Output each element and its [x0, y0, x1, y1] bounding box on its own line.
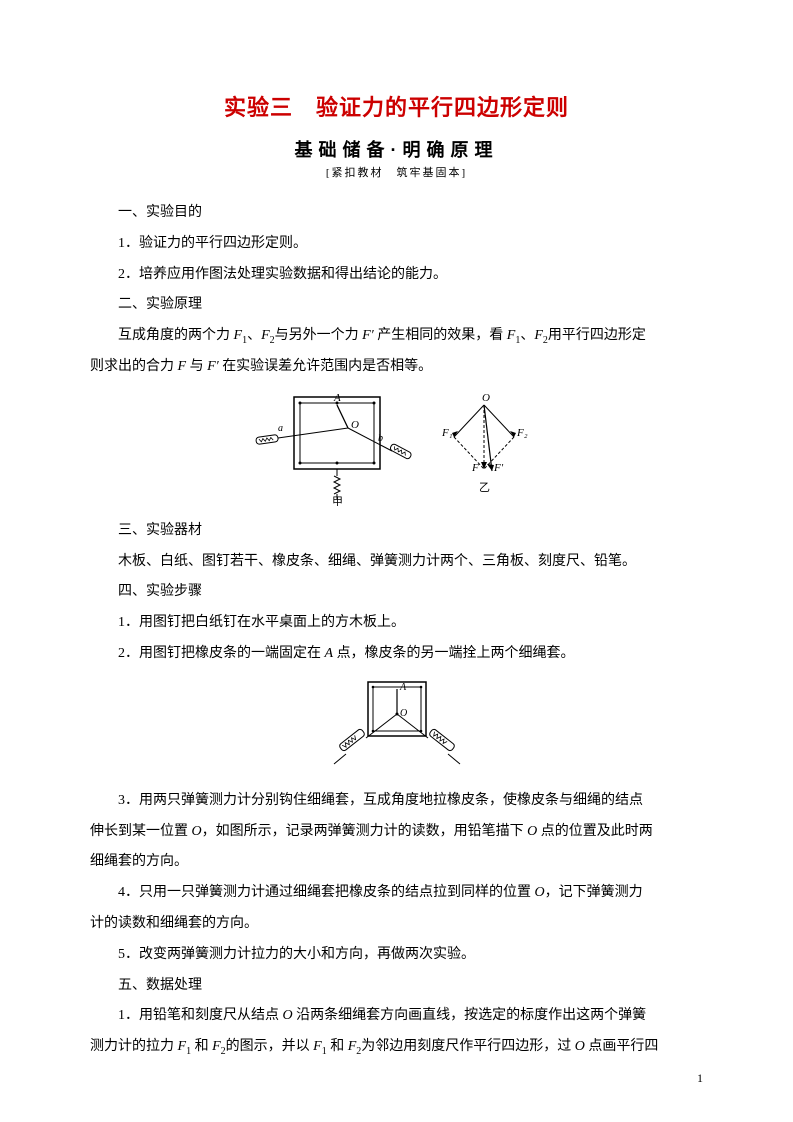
text: 产生相同的效果，看 [374, 328, 507, 343]
section-4-item-5: 5．改变两弹簧测力计拉力的大小和方向，再做两次实验。 [90, 940, 703, 971]
text: 2．用图钉把橡皮条的一端固定在 [118, 646, 325, 661]
text: ，如图所示，记录两弹簧测力计的读数，用铅笔描下 [202, 824, 528, 839]
label-yi: 乙 [479, 481, 490, 494]
var-f2: F [212, 1039, 221, 1054]
section-5-paragraph-1: 1．用铅笔和刻度尺从结点 O 沿两条细绳套方向画直线，按选定的标度作出这两个弹簧 [90, 1001, 703, 1032]
section-4-item-4-line2: 计的读数和细绳套的方向。 [90, 909, 703, 940]
var-o: O [535, 885, 545, 900]
text: 测力计的拉力 [90, 1039, 178, 1054]
text: 的图示，并以 [226, 1039, 314, 1054]
text: 1．用铅笔和刻度尺从结点 [118, 1008, 283, 1023]
var-f1: F [313, 1039, 322, 1054]
var-f1: F [234, 328, 243, 343]
page-title: 实验三 验证力的平行四边形定则 [90, 90, 703, 122]
section-4-item-2: 2．用图钉把橡皮条的一端固定在 A 点，橡皮条的另一端拴上两个细绳套。 [90, 639, 703, 670]
text: 点，橡皮条的另一端拴上两个细绳套。 [333, 646, 575, 661]
text: 用平行四边形定 [548, 328, 646, 343]
section-2-heading: 二、实验原理 [90, 290, 703, 321]
var-fp: F′ [362, 328, 374, 343]
text: 与另外一个力 [275, 328, 363, 343]
label-a-lower: a [278, 423, 283, 434]
text: 和 [191, 1039, 212, 1054]
text: 伸长到某一位置 [90, 824, 192, 839]
label-fp: F′ [493, 462, 504, 474]
text: 、 [247, 328, 261, 343]
text: 点画平行四 [585, 1039, 659, 1054]
subtitle-caption: [紧扣教材 筑牢基固本] [90, 164, 703, 180]
section-2-paragraph-1: 互成角度的两个力 F1、F2与另外一个力 F′ 产生相同的效果，看 F1、F2用… [90, 321, 703, 352]
section-1-item-1: 1．验证力的平行四边形定则。 [90, 229, 703, 260]
section-4-item-1: 1．用图钉把白纸钉在水平桌面上的方木板上。 [90, 608, 703, 639]
var-f2: F [348, 1039, 357, 1054]
label-o: O [351, 419, 359, 431]
label-o: O [482, 392, 490, 404]
section-5-heading: 五、数据处理 [90, 971, 703, 1002]
text: 和 [327, 1039, 348, 1054]
section-3-paragraph: 木板、白纸、图钉若干、橡皮条、细绳、弹簧测力计两个、三角板、刻度尺、铅笔。 [90, 547, 703, 578]
label-f1: F₁ [441, 427, 453, 439]
var-f2: F [534, 328, 543, 343]
text: 4．只用一只弹簧测力计通过细绳套把橡皮条的结点拉到同样的位置 [118, 885, 535, 900]
section-4-item-3-line2: 伸长到某一位置 O，如图所示，记录两弹簧测力计的读数，用铅笔描下 O 点的位置及… [90, 817, 703, 848]
text: 为邻边用刻度尺作平行四边形，过 [361, 1039, 575, 1054]
text: 、 [520, 328, 534, 343]
text: 点的位置及此时两 [537, 824, 653, 839]
text: ，记下弹簧测力 [545, 885, 643, 900]
var-a: A [325, 646, 334, 661]
label-f: F [471, 462, 479, 474]
label-a: A [333, 392, 341, 404]
label-jia: 甲 [332, 496, 343, 506]
var-o: O [283, 1008, 293, 1023]
section-1-item-2: 2．培养应用作图法处理实验数据和得出结论的能力。 [90, 260, 703, 291]
label-f2: F₂ [516, 427, 528, 439]
var-o: O [527, 824, 537, 839]
text: 沿两条细绳套方向画直线，按选定的标度作出这两个弹簧 [293, 1008, 647, 1023]
var-o: O [192, 824, 202, 839]
var-o: O [575, 1039, 585, 1054]
var-f: F [178, 359, 187, 374]
section-1-heading: 一、实验目的 [90, 198, 703, 229]
section-4-item-3-line1: 3．用两只弹簧测力计分别钩住细绳套，互成角度地拉橡皮条，使橡皮条与细绳的结点 [90, 786, 703, 817]
var-f1: F [178, 1039, 187, 1054]
figure-row-1: A O a b 甲 O F₁ F₂ [90, 391, 703, 506]
section-2-paragraph-2: 则求出的合力 F 与 F′ 在实验误差允许范围内是否相等。 [90, 352, 703, 383]
figure-jia: A O a b 甲 [250, 391, 420, 506]
figure-yi: O F₁ F₂ F′ F 乙 [424, 391, 544, 506]
section-4-heading: 四、实验步骤 [90, 577, 703, 608]
figure-step: A O [322, 678, 472, 776]
page-number: 1 [697, 1071, 703, 1086]
section-5-paragraph-2: 测力计的拉力 F1 和 F2的图示，并以 F1 和 F2为邻边用刻度尺作平行四边… [90, 1032, 703, 1063]
label-a: A [399, 682, 407, 693]
subtitle-banner: 基础储备·明确原理 [90, 136, 703, 162]
text: 互成角度的两个力 [118, 328, 234, 343]
label-b-lower: b [378, 433, 383, 444]
text: 在实验误差允许范围内是否相等。 [219, 359, 433, 374]
section-4-item-3-line3: 细绳套的方向。 [90, 847, 703, 878]
section-4-item-4-line1: 4．只用一只弹簧测力计通过细绳套把橡皮条的结点拉到同样的位置 O，记下弹簧测力 [90, 878, 703, 909]
figure-row-2: A O [90, 678, 703, 776]
var-fp: F′ [207, 359, 219, 374]
text: 与 [186, 359, 207, 374]
var-f2: F [261, 328, 270, 343]
text: 则求出的合力 [90, 359, 178, 374]
section-3-heading: 三、实验器材 [90, 516, 703, 547]
